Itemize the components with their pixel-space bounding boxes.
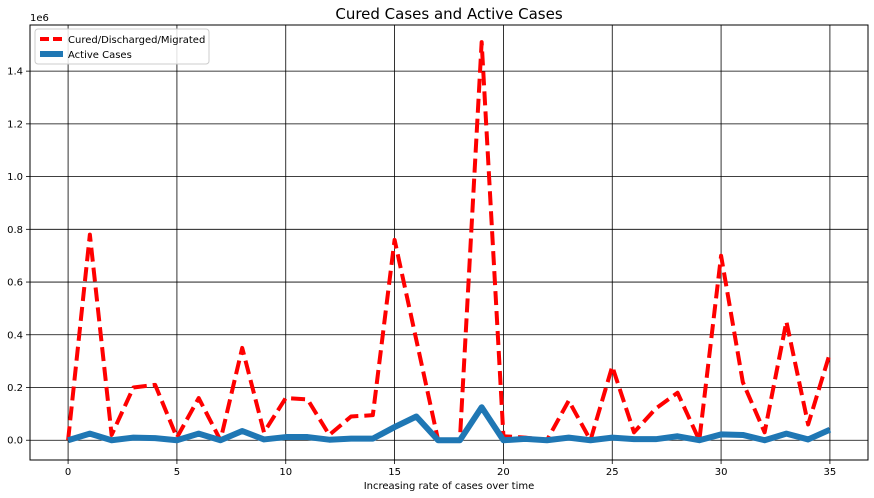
x-tick-label: 25 [606,467,619,478]
x-tick-label: 30 [715,467,728,478]
series-line-active [67,404,832,444]
x-axis-label: Increasing rate of cases over time [364,481,535,492]
x-tick-label: 10 [279,467,292,478]
x-tick-label: 20 [497,467,510,478]
series-lines [66,40,832,444]
y-tick-label: 1.4 [7,67,23,78]
series-line-cured [66,40,832,443]
y-tick-label: 0.8 [7,225,23,236]
y-tick-label: 0.6 [7,278,23,289]
plot-frame [29,24,869,461]
y-tick-label: 0.4 [7,330,23,341]
x-tick-label: 35 [824,467,837,478]
y-tick-label: 1.0 [7,172,23,183]
x-tick-label: 0 [65,467,71,478]
axis-ticks: 0 5 10 15 20 25 30 35 0.0 0.2 0.4 0.6 0.8 1.0 1.2 1.4 [7,67,836,478]
legend-label: Cured/Discharged/Migrated [68,35,205,46]
y-tick-label: 1.2 [7,119,23,130]
legend-box [34,28,210,65]
x-tick-label: 5 [174,467,180,478]
x-tick-label: 15 [388,467,401,478]
chart-title: Cured Cases and Active Cases [335,5,562,23]
grid [30,25,868,460]
legend: Cured/Discharged/Migrated Active Cases [34,28,210,65]
offset-text: 1e6 [30,13,49,24]
legend-label: Active Cases [68,50,132,61]
y-tick-label: 0.0 [7,436,23,447]
y-tick-label: 0.2 [7,383,23,394]
